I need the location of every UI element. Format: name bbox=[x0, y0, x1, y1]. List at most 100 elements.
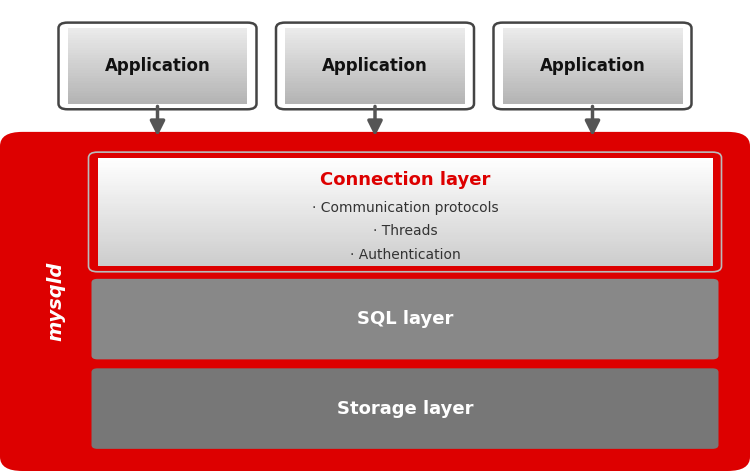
FancyBboxPatch shape bbox=[0, 132, 750, 471]
Bar bbox=[503, 86, 682, 89]
Bar bbox=[98, 192, 712, 194]
Bar bbox=[285, 88, 465, 91]
Bar bbox=[98, 157, 712, 160]
Bar bbox=[503, 83, 682, 86]
FancyBboxPatch shape bbox=[92, 368, 718, 449]
Bar bbox=[98, 159, 712, 162]
Bar bbox=[98, 199, 712, 201]
Bar bbox=[98, 204, 712, 206]
Bar bbox=[68, 48, 248, 51]
Bar bbox=[98, 250, 712, 252]
Bar bbox=[285, 78, 465, 81]
Bar bbox=[503, 30, 682, 33]
Bar bbox=[285, 30, 465, 33]
Bar bbox=[98, 264, 712, 266]
Bar bbox=[98, 228, 712, 230]
Bar bbox=[98, 253, 712, 255]
Bar bbox=[98, 172, 712, 174]
Bar bbox=[98, 165, 712, 167]
Bar bbox=[68, 50, 248, 53]
Bar bbox=[98, 163, 712, 165]
Bar bbox=[285, 53, 465, 56]
Bar bbox=[285, 65, 465, 68]
Bar bbox=[285, 68, 465, 71]
Bar bbox=[98, 181, 712, 183]
Bar bbox=[68, 73, 248, 76]
Bar bbox=[503, 98, 682, 101]
Bar bbox=[98, 167, 712, 169]
Bar bbox=[98, 262, 712, 264]
Bar bbox=[503, 78, 682, 81]
Bar bbox=[98, 208, 712, 210]
Bar bbox=[98, 217, 712, 219]
Bar bbox=[98, 185, 712, 187]
Bar bbox=[68, 35, 248, 38]
Bar bbox=[98, 230, 712, 232]
Bar bbox=[98, 246, 712, 248]
Bar bbox=[98, 169, 712, 171]
Text: · Authentication: · Authentication bbox=[350, 248, 460, 262]
Bar bbox=[503, 53, 682, 56]
Bar bbox=[285, 56, 465, 58]
Bar bbox=[503, 101, 682, 104]
Bar bbox=[98, 213, 712, 216]
Bar bbox=[285, 33, 465, 36]
Bar bbox=[68, 33, 248, 36]
Bar bbox=[503, 96, 682, 98]
Bar bbox=[285, 38, 465, 41]
Bar bbox=[68, 98, 248, 101]
Bar bbox=[503, 48, 682, 51]
Bar bbox=[503, 45, 682, 49]
Bar bbox=[98, 206, 712, 208]
Bar bbox=[68, 75, 248, 79]
Bar bbox=[285, 35, 465, 38]
Bar bbox=[285, 71, 465, 73]
Bar bbox=[285, 48, 465, 51]
Bar bbox=[68, 90, 248, 94]
Bar bbox=[68, 93, 248, 96]
Bar bbox=[503, 43, 682, 46]
Bar bbox=[503, 65, 682, 68]
Bar bbox=[503, 41, 682, 43]
Bar bbox=[503, 73, 682, 76]
Bar bbox=[285, 83, 465, 86]
Bar bbox=[285, 50, 465, 53]
Bar bbox=[68, 41, 248, 43]
Bar bbox=[98, 176, 712, 178]
Bar bbox=[285, 45, 465, 49]
Text: Storage layer: Storage layer bbox=[337, 399, 473, 418]
Bar bbox=[98, 194, 712, 196]
Bar bbox=[68, 96, 248, 98]
Bar bbox=[98, 201, 712, 203]
Bar bbox=[503, 68, 682, 71]
Bar bbox=[68, 30, 248, 33]
Bar bbox=[503, 75, 682, 79]
Bar bbox=[285, 41, 465, 43]
Bar bbox=[98, 252, 712, 253]
Bar bbox=[285, 75, 465, 79]
Bar bbox=[68, 45, 248, 49]
Text: Application: Application bbox=[540, 57, 645, 75]
Bar bbox=[98, 197, 712, 199]
Bar bbox=[98, 224, 712, 227]
Bar bbox=[503, 56, 682, 58]
Bar bbox=[98, 210, 712, 212]
Bar bbox=[98, 219, 712, 221]
Bar bbox=[98, 174, 712, 176]
Bar bbox=[68, 28, 248, 31]
Text: Application: Application bbox=[322, 57, 428, 75]
Bar bbox=[68, 68, 248, 71]
Bar bbox=[98, 212, 712, 214]
Bar bbox=[98, 257, 712, 259]
Bar bbox=[503, 88, 682, 91]
Bar bbox=[285, 28, 465, 31]
Bar bbox=[503, 50, 682, 53]
Bar bbox=[285, 90, 465, 94]
Bar bbox=[68, 81, 248, 83]
Bar bbox=[98, 232, 712, 234]
Bar bbox=[285, 93, 465, 96]
Bar bbox=[68, 56, 248, 58]
Bar bbox=[68, 60, 248, 64]
Bar bbox=[68, 71, 248, 73]
Bar bbox=[68, 58, 248, 61]
